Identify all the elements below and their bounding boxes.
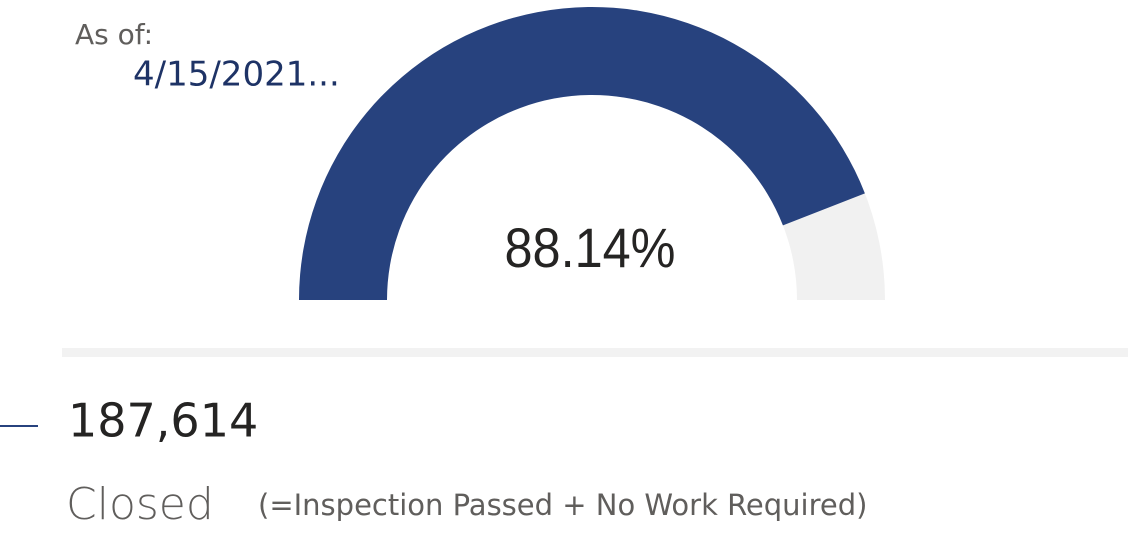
gauge-value [299,7,865,300]
card-value: 187,614 [68,394,258,448]
card-note: (=Inspection Passed + No Work Required) [258,488,867,522]
as-of-date: 4/15/2021... [133,55,340,95]
gauge-value-label: 88.14% [505,217,676,279]
as-of-label: As of: [75,18,153,51]
divider [62,348,1128,357]
card-label: Closed [66,479,214,530]
